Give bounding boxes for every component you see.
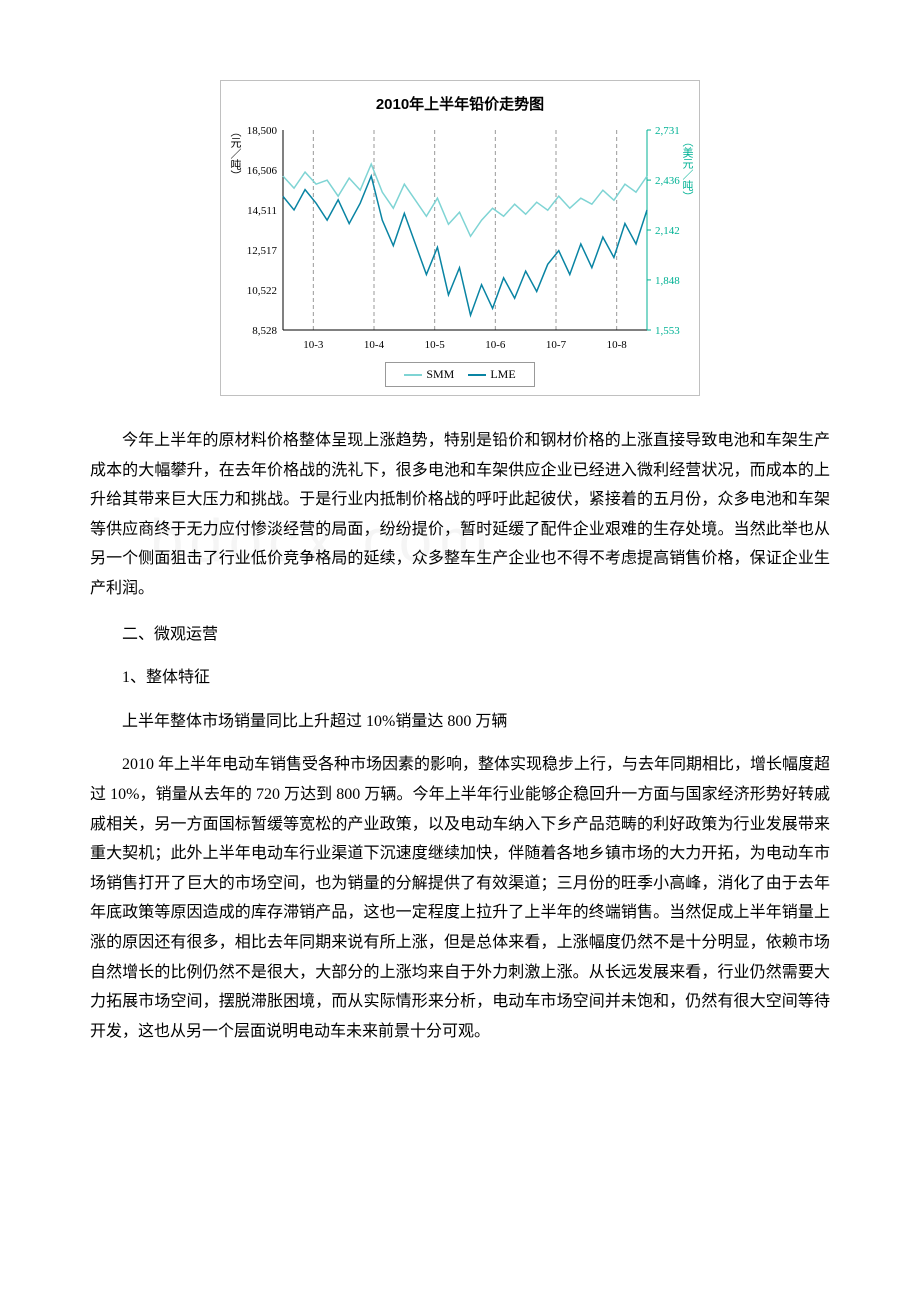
svg-text:10-4: 10-4 <box>364 339 385 351</box>
svg-text:10-6: 10-6 <box>485 339 506 351</box>
chart-svg: 10-3 10-4 10-5 10-6 10-7 10-8 8,528 10,522 12,51… <box>231 124 691 354</box>
svg-text:2,731: 2,731 <box>655 125 680 137</box>
legend-item-smm: SMM <box>404 367 454 382</box>
chart-container: 2010年上半年铅价走势图 （元／吨） （美元／吨） 10-310-410-51… <box>220 80 700 396</box>
svg-text:10,522: 10,522 <box>247 285 277 297</box>
svg-text:16,506: 16,506 <box>247 165 278 177</box>
svg-text:2,142: 2,142 <box>655 225 680 237</box>
legend-swatch-smm <box>404 374 422 376</box>
heading-subtitle: 上半年整体市场销量同比上升超过 10%销量达 800 万辆 <box>90 707 830 737</box>
heading-section-2: 二、微观运营 <box>90 620 830 650</box>
svg-text:10-5: 10-5 <box>425 339 446 351</box>
chart-plot-area: （元／吨） （美元／吨） 10-310-410-510-610-710-88,5… <box>231 124 689 354</box>
y-axis-right-label: （美元／吨） <box>679 136 695 202</box>
svg-text:10-8: 10-8 <box>607 339 628 351</box>
legend-label-lme: LME <box>490 367 515 382</box>
chart-legend: SMM LME <box>385 362 535 387</box>
svg-text:10-3: 10-3 <box>303 339 324 351</box>
svg-text:12,517: 12,517 <box>247 245 278 257</box>
paragraph-2: 2010 年上半年电动车销售受各种市场因素的影响，整体实现稳步上行，与去年同期相… <box>90 750 830 1046</box>
heading-item-1: 1、整体特征 <box>90 663 830 693</box>
y-axis-left-label: （元／吨） <box>227 126 243 181</box>
svg-text:10-7: 10-7 <box>546 339 567 351</box>
chart-title: 2010年上半年铅价走势图 <box>231 93 689 114</box>
svg-text:18,500: 18,500 <box>247 125 278 137</box>
svg-text:1,848: 1,848 <box>655 275 680 287</box>
legend-item-lme: LME <box>468 367 515 382</box>
svg-text:14,511: 14,511 <box>247 205 277 217</box>
legend-swatch-lme <box>468 374 486 376</box>
paragraph-1: 今年上半年的原材料价格整体呈现上涨趋势，特别是铅价和钢材价格的上涨直接导致电池和… <box>90 426 830 604</box>
legend-label-smm: SMM <box>426 367 454 382</box>
svg-text:1,553: 1,553 <box>655 325 680 337</box>
svg-text:8,528: 8,528 <box>252 325 277 337</box>
svg-text:2,436: 2,436 <box>655 175 680 187</box>
